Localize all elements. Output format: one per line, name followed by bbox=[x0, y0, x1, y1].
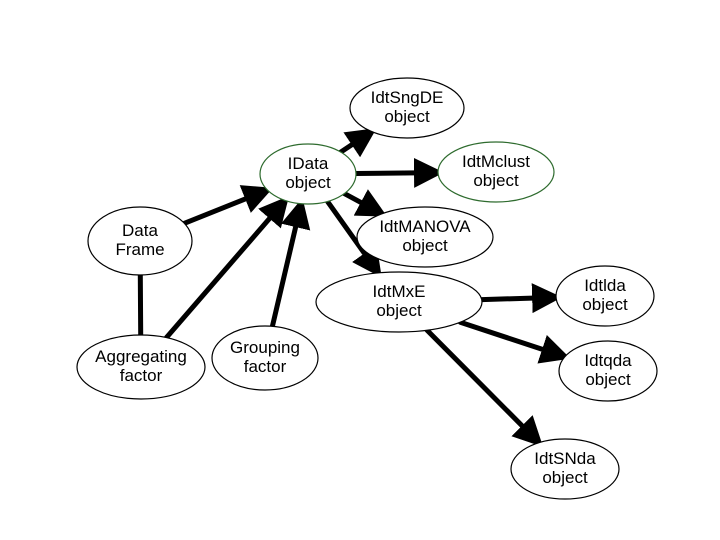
node-dataframe-label-line-0: Data bbox=[122, 221, 158, 240]
node-idtlda-label-line-1: object bbox=[582, 295, 628, 314]
edge-idata-idtsngde bbox=[341, 132, 372, 153]
node-groupfactor-label-line-0: Grouping bbox=[230, 338, 300, 357]
nodes-group: DataFrameAggregatingfactorGroupingfactor… bbox=[77, 78, 657, 499]
node-idata-label-line-1: object bbox=[285, 173, 331, 192]
diagram-canvas: DataFrameAggregatingfactorGroupingfactor… bbox=[0, 0, 720, 540]
node-aggfactor-label-line-0: Aggregating bbox=[95, 347, 187, 366]
node-idtmxe-label-line-1: object bbox=[376, 301, 422, 320]
node-aggfactor-label-line-1: factor bbox=[120, 366, 163, 385]
node-idtmanova-label-line-0: IdtMANOVA bbox=[379, 217, 471, 236]
node-groupfactor: Groupingfactor bbox=[212, 326, 318, 390]
node-idtlda-label-line-0: Idtlda bbox=[584, 276, 626, 295]
node-idtmxe: IdtMxEobject bbox=[316, 272, 482, 332]
node-idtmclust-label-line-1: object bbox=[473, 171, 519, 190]
edge-idata-idtmclust bbox=[356, 173, 438, 174]
node-idata: IDataobject bbox=[260, 144, 356, 204]
edge-idtmxe-idtqda bbox=[460, 322, 565, 357]
edge-dataframe-idata bbox=[184, 190, 267, 223]
node-idtsnda-label-line-1: object bbox=[542, 468, 588, 487]
node-idtqda-label-line-1: object bbox=[585, 370, 631, 389]
node-groupfactor-label-line-1: factor bbox=[244, 357, 287, 376]
node-idtqda-label-line-0: Idtqda bbox=[584, 351, 632, 370]
node-idtsnda: IdtSNdaobject bbox=[511, 439, 619, 499]
node-idtmclust-label-line-0: IdtMclust bbox=[462, 152, 530, 171]
node-idtqda: Idtqdaobject bbox=[559, 341, 657, 401]
edge-idtmxe-idtlda bbox=[482, 297, 556, 299]
node-idtsngde-label-line-0: IdtSngDE bbox=[371, 88, 444, 107]
node-idtmxe-label-line-0: IdtMxE bbox=[373, 282, 426, 301]
node-aggfactor: Aggregatingfactor bbox=[77, 335, 205, 399]
node-dataframe: DataFrame bbox=[88, 207, 192, 275]
edge-idata-idtmanova bbox=[344, 194, 382, 214]
node-idtmanova-label-line-1: object bbox=[402, 236, 448, 255]
node-idtsngde-label-line-1: object bbox=[384, 107, 430, 126]
node-idtsnda-label-line-0: IdtSNda bbox=[534, 449, 596, 468]
node-idtmclust: IdtMclustobject bbox=[438, 142, 554, 202]
edge-groupfactor-idata bbox=[272, 204, 301, 327]
node-idtlda: Idtldaobject bbox=[556, 266, 654, 326]
node-idata-label-line-0: IData bbox=[288, 154, 329, 173]
node-idtsngde: IdtSngDEobject bbox=[350, 78, 464, 138]
node-idtmanova: IdtMANOVAobject bbox=[357, 207, 493, 267]
node-dataframe-label-line-1: Frame bbox=[115, 240, 164, 259]
edge-idtmxe-idtsnda bbox=[427, 330, 539, 443]
